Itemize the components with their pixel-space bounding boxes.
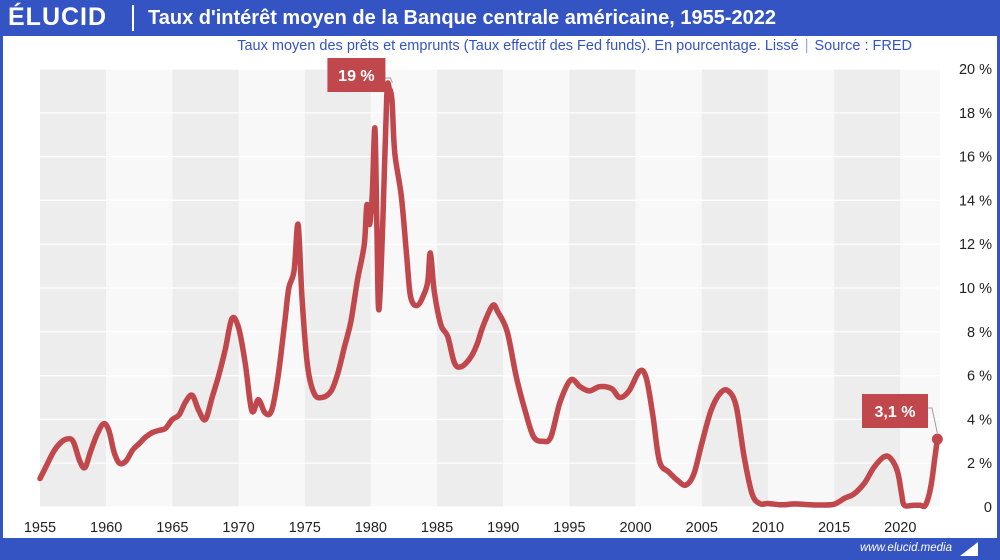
y-tick-label: 2 %	[967, 456, 992, 472]
grid-lines	[40, 68, 940, 508]
latest-callout-leader	[928, 407, 938, 434]
chart-title: Taux d'intérêt moyen de la Banque centra…	[148, 7, 776, 29]
chart-subtitle: Taux moyen des prêts et emprunts (Taux e…	[237, 38, 912, 54]
y-tick-label: 6 %	[967, 369, 992, 385]
peak-callout-leader	[385, 77, 393, 83]
subtitle-source: Source : FRED	[814, 38, 913, 54]
y-tick-label: 16 %	[959, 150, 992, 166]
series-end-point	[931, 433, 943, 445]
latest-callout-box	[862, 394, 928, 428]
brand-mark-icon	[960, 542, 978, 556]
header-divider	[132, 5, 134, 31]
peak-callout-label: 19 %	[338, 68, 374, 85]
x-tick-label: 1980	[355, 520, 387, 536]
x-tick-label: 1985	[421, 520, 453, 536]
y-tick-label: 12 %	[959, 237, 992, 253]
y-tick-label: 10 %	[959, 281, 992, 297]
y-tick-label: 18 %	[959, 106, 992, 122]
x-tick-label: 1975	[289, 520, 321, 536]
y-tick-label: 4 %	[967, 412, 992, 428]
x-tick-label: 1965	[156, 520, 188, 536]
x-tick-label: 1955	[24, 520, 56, 536]
series-line	[37, 80, 941, 510]
x-tick-label: 1995	[553, 520, 585, 536]
peak-callout-box	[327, 58, 386, 92]
callouts: 19 % 3,1 %	[327, 58, 938, 434]
series-group	[37, 80, 943, 510]
x-tick-label: 1970	[222, 520, 254, 536]
x-axis-labels: 1955 1960 1965 1970 1975 1980 1985 1990 1995 2000…	[24, 520, 917, 536]
y-tick-label: 14 %	[959, 193, 992, 209]
x-tick-label: 2005	[686, 520, 718, 536]
y-tick-label: 8 %	[967, 325, 992, 341]
footer-bar: www.elucid.media	[0, 538, 1000, 560]
x-tick-label: 2015	[818, 520, 850, 536]
x-tick-label: 1990	[487, 520, 519, 536]
x-tick-label: 1960	[90, 520, 122, 536]
subtitle-separator: |	[804, 38, 809, 54]
latest-callout-label: 3,1 %	[875, 404, 916, 421]
x-tick-label: 2000	[619, 520, 651, 536]
subtitle-description: Taux moyen des prêts et emprunts (Taux e…	[237, 38, 799, 54]
x-tick-label: 2020	[884, 520, 916, 536]
footer-url[interactable]: www.elucid.media	[859, 542, 952, 554]
x-tick-label: 2010	[752, 520, 784, 536]
y-tick-label: 20 %	[959, 62, 992, 78]
y-axis-labels: 0 2 % 4 % 6 % 8 % 10 % 12 % 14 % 16 % 18 % 20 %	[959, 62, 992, 516]
brand-logo[interactable]: ÉLUCID	[8, 3, 108, 31]
y-tick-label: 0	[984, 500, 992, 516]
header-bar: ÉLUCID Taux d'intérêt moyen de la Banque…	[0, 0, 1000, 36]
